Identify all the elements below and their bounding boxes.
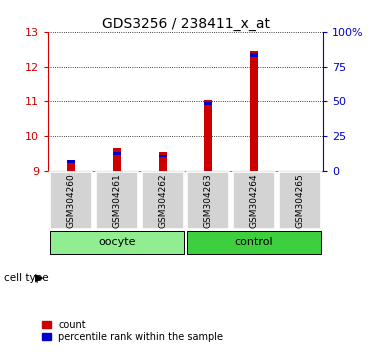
Bar — [96, 172, 138, 229]
Text: GSM304265: GSM304265 — [295, 173, 304, 228]
Bar — [233, 172, 275, 229]
Bar — [187, 172, 229, 229]
Bar — [113, 148, 121, 171]
Bar — [204, 99, 213, 171]
Text: oocyte: oocyte — [98, 238, 136, 247]
Bar — [50, 232, 184, 254]
Bar — [158, 152, 167, 171]
Text: GSM304261: GSM304261 — [112, 173, 121, 228]
Text: GSM304264: GSM304264 — [250, 173, 259, 228]
Text: GSM304262: GSM304262 — [158, 173, 167, 228]
Bar — [279, 172, 321, 229]
Bar — [142, 172, 184, 229]
Bar — [67, 160, 75, 163]
Bar — [204, 102, 213, 105]
Bar — [250, 53, 258, 57]
Text: GSM304260: GSM304260 — [67, 173, 76, 228]
Text: GSM304263: GSM304263 — [204, 173, 213, 228]
Bar — [250, 51, 258, 171]
Bar — [113, 152, 121, 155]
Bar — [187, 232, 321, 254]
Bar — [67, 160, 75, 171]
Bar — [50, 172, 92, 229]
Bar — [158, 155, 167, 158]
Text: ▶: ▶ — [35, 273, 44, 283]
Legend: count, percentile rank within the sample: count, percentile rank within the sample — [42, 320, 223, 342]
Title: GDS3256 / 238411_x_at: GDS3256 / 238411_x_at — [102, 17, 269, 31]
Text: cell type: cell type — [4, 273, 48, 283]
Text: control: control — [235, 238, 273, 247]
